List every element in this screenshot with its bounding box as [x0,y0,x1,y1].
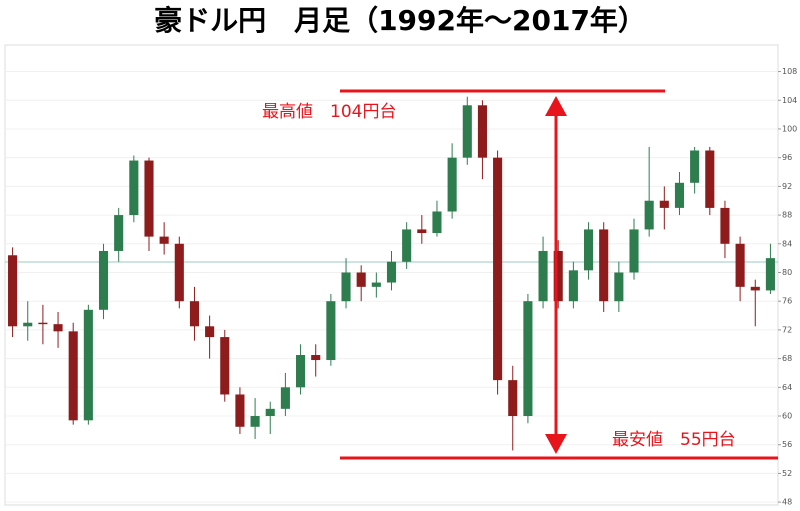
candle-body [750,286,760,291]
y-tick-label: 108 [782,67,797,76]
candle-body [23,322,33,327]
candle-body [371,282,381,287]
y-tick-label: 96 [782,153,792,162]
candle-body [129,160,139,216]
y-tick-label: 88 [782,211,792,220]
candle-body [341,272,351,302]
candle-body [220,337,230,395]
y-tick-label: 64 [782,383,792,392]
candle-body [38,322,48,325]
candle-body [720,207,730,244]
candle-body [659,200,669,208]
candle-body [250,416,260,427]
y-tick-label: 100 [782,124,797,133]
candle-body [599,229,609,302]
y-tick-label: 104 [782,96,797,105]
y-tick-label: 92 [782,182,792,191]
candle-body [205,326,215,338]
candle-body [311,355,321,361]
candle-body [8,255,18,327]
candle-body [386,261,397,283]
candle-body [629,229,639,273]
candle-body [523,301,533,417]
candle-body [493,157,503,381]
annotation: 最高値 104円台 [262,102,396,122]
candle-body [280,387,290,409]
candle-body [83,309,93,421]
candle-body [735,243,745,287]
candle-body [447,157,457,212]
candle-body [296,355,306,388]
plot-frame [4,44,779,506]
candle-body [538,250,548,302]
candle-body [68,331,78,421]
y-tick-label: 52 [782,469,792,478]
y-tick-label: 60 [782,412,792,421]
candle-body [174,243,184,302]
candle-body [705,150,715,208]
candle-body [189,301,200,327]
candle-body [159,236,169,244]
candle-body [265,408,275,417]
candle-body [326,301,336,361]
arrow-head-down [545,434,567,454]
candle-body [644,200,654,230]
candle-body [53,324,63,332]
y-tick-label: 68 [782,354,792,363]
annotation: 最安値 55円台 [612,430,736,450]
y-tick-label: 76 [782,297,792,306]
y-tick-label: 56 [782,440,792,449]
candle-body [462,105,472,158]
candle-body [402,229,412,262]
candle-body [114,215,124,251]
candle-body [508,380,518,417]
candle-body [235,394,245,427]
candle-body [765,258,775,291]
candles: 48 52 56 60 64 68 72 76 80 84 88 92 96 100 104 108 [5,67,797,507]
candle-body [432,211,442,234]
candle-body [356,272,366,287]
candle-body [144,160,154,237]
y-tick-label: 48 [782,498,792,507]
candle-body [674,182,685,208]
y-tick-label: 72 [782,325,792,334]
candle-body [417,229,427,234]
candle-body [568,270,578,302]
candle-body [477,105,487,158]
chart-title: 豪ドル円 月足（1992年〜2017年） [154,4,646,37]
arrow-head-up [545,96,567,116]
candle-body [614,272,624,302]
y-tick-label: 84 [782,239,792,248]
candle-body [690,150,700,183]
y-tick-label: 80 [782,268,792,277]
candle-body [553,250,563,302]
candle-body [583,229,594,271]
candle-body [98,250,109,310]
